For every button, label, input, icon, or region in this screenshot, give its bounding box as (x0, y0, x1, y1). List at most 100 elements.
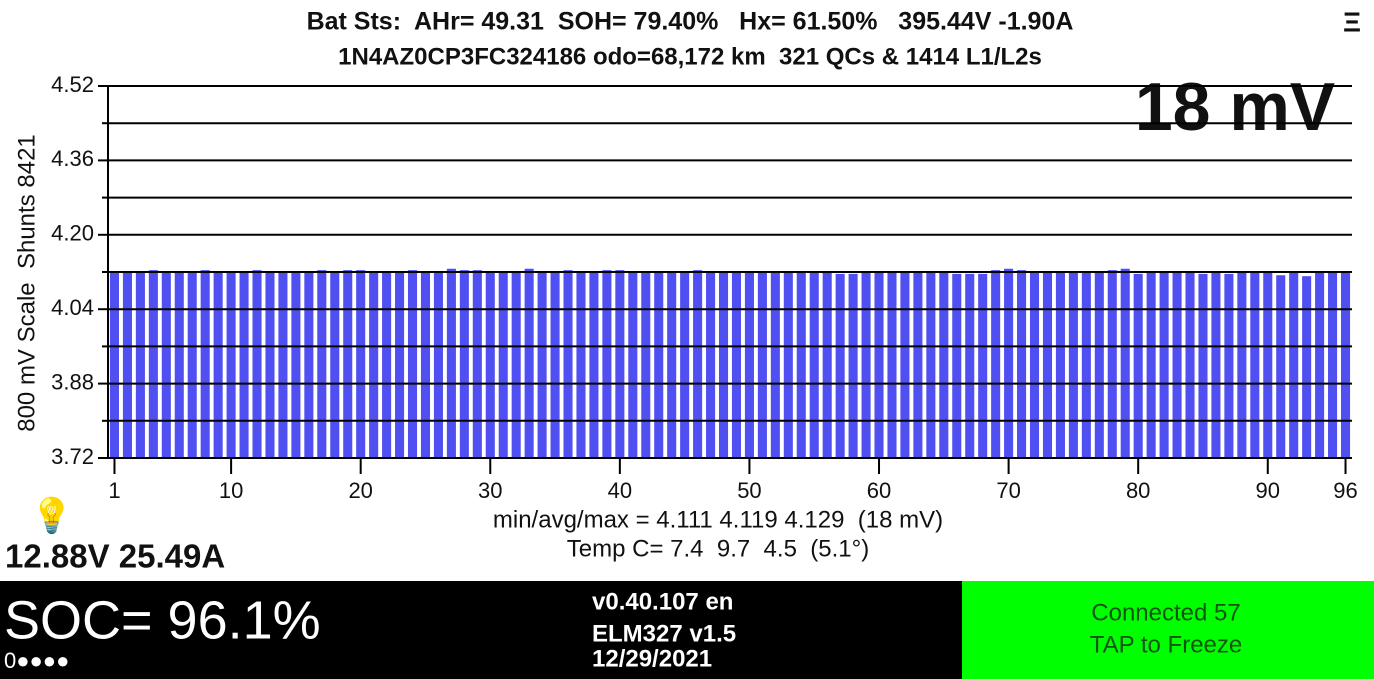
bar (874, 272, 884, 458)
footer-bar (0, 581, 962, 679)
bar (1029, 271, 1040, 458)
bar (433, 271, 443, 458)
bar (356, 270, 366, 458)
bar (809, 272, 819, 458)
bar (602, 270, 612, 458)
bar (680, 271, 690, 458)
x-tick-label: 80 (1126, 478, 1150, 503)
bar (1340, 272, 1351, 458)
bar (485, 271, 495, 458)
bar (278, 272, 288, 458)
bar (706, 271, 716, 458)
bar (1289, 272, 1299, 458)
bar (122, 271, 132, 458)
bar (1211, 272, 1221, 458)
y-tick-label: 3.88 (51, 369, 94, 394)
dots: 0●●●● (4, 648, 69, 673)
bar (1017, 270, 1027, 458)
bar (1120, 268, 1130, 458)
bar (1004, 268, 1014, 458)
plot: 1 10 20 30 40 50 60 70 80 90 96 3.72 3.88 4.04 4.20 4.3… (51, 72, 1358, 503)
bar (317, 270, 327, 458)
bar (1224, 273, 1234, 458)
bar (952, 273, 962, 458)
bar (1315, 271, 1325, 458)
bar (187, 271, 197, 458)
bar (1055, 271, 1065, 458)
bar (1172, 271, 1182, 458)
bar (446, 268, 456, 458)
x-tick-label: 70 (996, 478, 1020, 503)
y-axis-label: 800 mV Scale Shunts 8421 (13, 134, 40, 432)
bar (1237, 272, 1247, 458)
bar (1107, 270, 1117, 458)
bar (978, 273, 988, 458)
menu-button[interactable]: Ξ (1343, 6, 1361, 37)
bar (835, 273, 845, 458)
bulb-icon: 💡 (31, 496, 73, 535)
bar (822, 272, 832, 458)
bar (472, 270, 482, 458)
bar (1328, 272, 1338, 458)
version: v0.40.107 en (592, 588, 733, 615)
y-tick-label: 4.04 (51, 295, 94, 320)
bar (757, 272, 767, 458)
freeze-button[interactable]: Connected 57 TAP to Freeze (962, 581, 1374, 679)
bar (304, 271, 314, 458)
action[interactable]: TAP to Freeze (1090, 631, 1243, 658)
x-tick-label: 90 (1256, 478, 1280, 503)
bar (913, 272, 923, 458)
bar (887, 272, 897, 458)
header-line2: 1N4AZ0CP3FC324186 odo=68,172 km 321 QCs … (338, 43, 1042, 70)
aux-battery: 12.88V 25.49A (5, 538, 225, 575)
bar (330, 271, 340, 458)
bar (965, 273, 975, 458)
bar (589, 271, 599, 458)
bar (796, 271, 806, 458)
bar (991, 270, 1001, 458)
bar (161, 272, 171, 458)
bar (459, 270, 469, 458)
bar (1276, 275, 1286, 458)
stats-minavgmax: min/avg/max = 4.111 4.119 4.129 (18 mV) (493, 506, 943, 533)
bar (1263, 272, 1273, 458)
bar (1185, 271, 1195, 458)
bar (407, 270, 418, 458)
bar (1250, 272, 1260, 458)
bar (511, 271, 521, 458)
bar (498, 271, 508, 458)
bar (265, 271, 275, 458)
soc: SOC= 96.1% (4, 590, 321, 650)
bar (926, 272, 936, 458)
bar (343, 270, 353, 458)
bar (731, 271, 742, 458)
bar (395, 271, 405, 458)
bar (744, 272, 754, 458)
bar (550, 272, 560, 458)
bar (667, 271, 677, 458)
bar (848, 273, 858, 458)
bar (239, 271, 249, 458)
freeze-button-bg[interactable] (962, 581, 1374, 679)
bar (148, 270, 158, 458)
annotation: 18 mV (1135, 69, 1335, 145)
bar (615, 270, 625, 458)
stats-temp: Temp C= 7.4 9.7 4.5 (5.1°) (567, 535, 869, 562)
bar (576, 271, 586, 458)
x-tick-label: 60 (867, 478, 891, 503)
x-tick-label: 10 (219, 478, 243, 503)
bar (213, 271, 223, 458)
x-tick-label: 1 (108, 478, 120, 503)
bar (109, 271, 120, 458)
bar (900, 272, 910, 458)
bar (861, 271, 871, 458)
x-tick-label: 30 (478, 478, 502, 503)
bar (641, 272, 651, 458)
bar (770, 271, 780, 458)
bar (537, 272, 547, 458)
status[interactable]: Connected 57 (1091, 599, 1240, 626)
bar (1302, 276, 1312, 458)
date: 12/29/2021 (592, 645, 712, 672)
header-line1: Bat Sts: AHr= 49.31 SOH= 79.40% Hx= 61.5… (307, 8, 1074, 36)
